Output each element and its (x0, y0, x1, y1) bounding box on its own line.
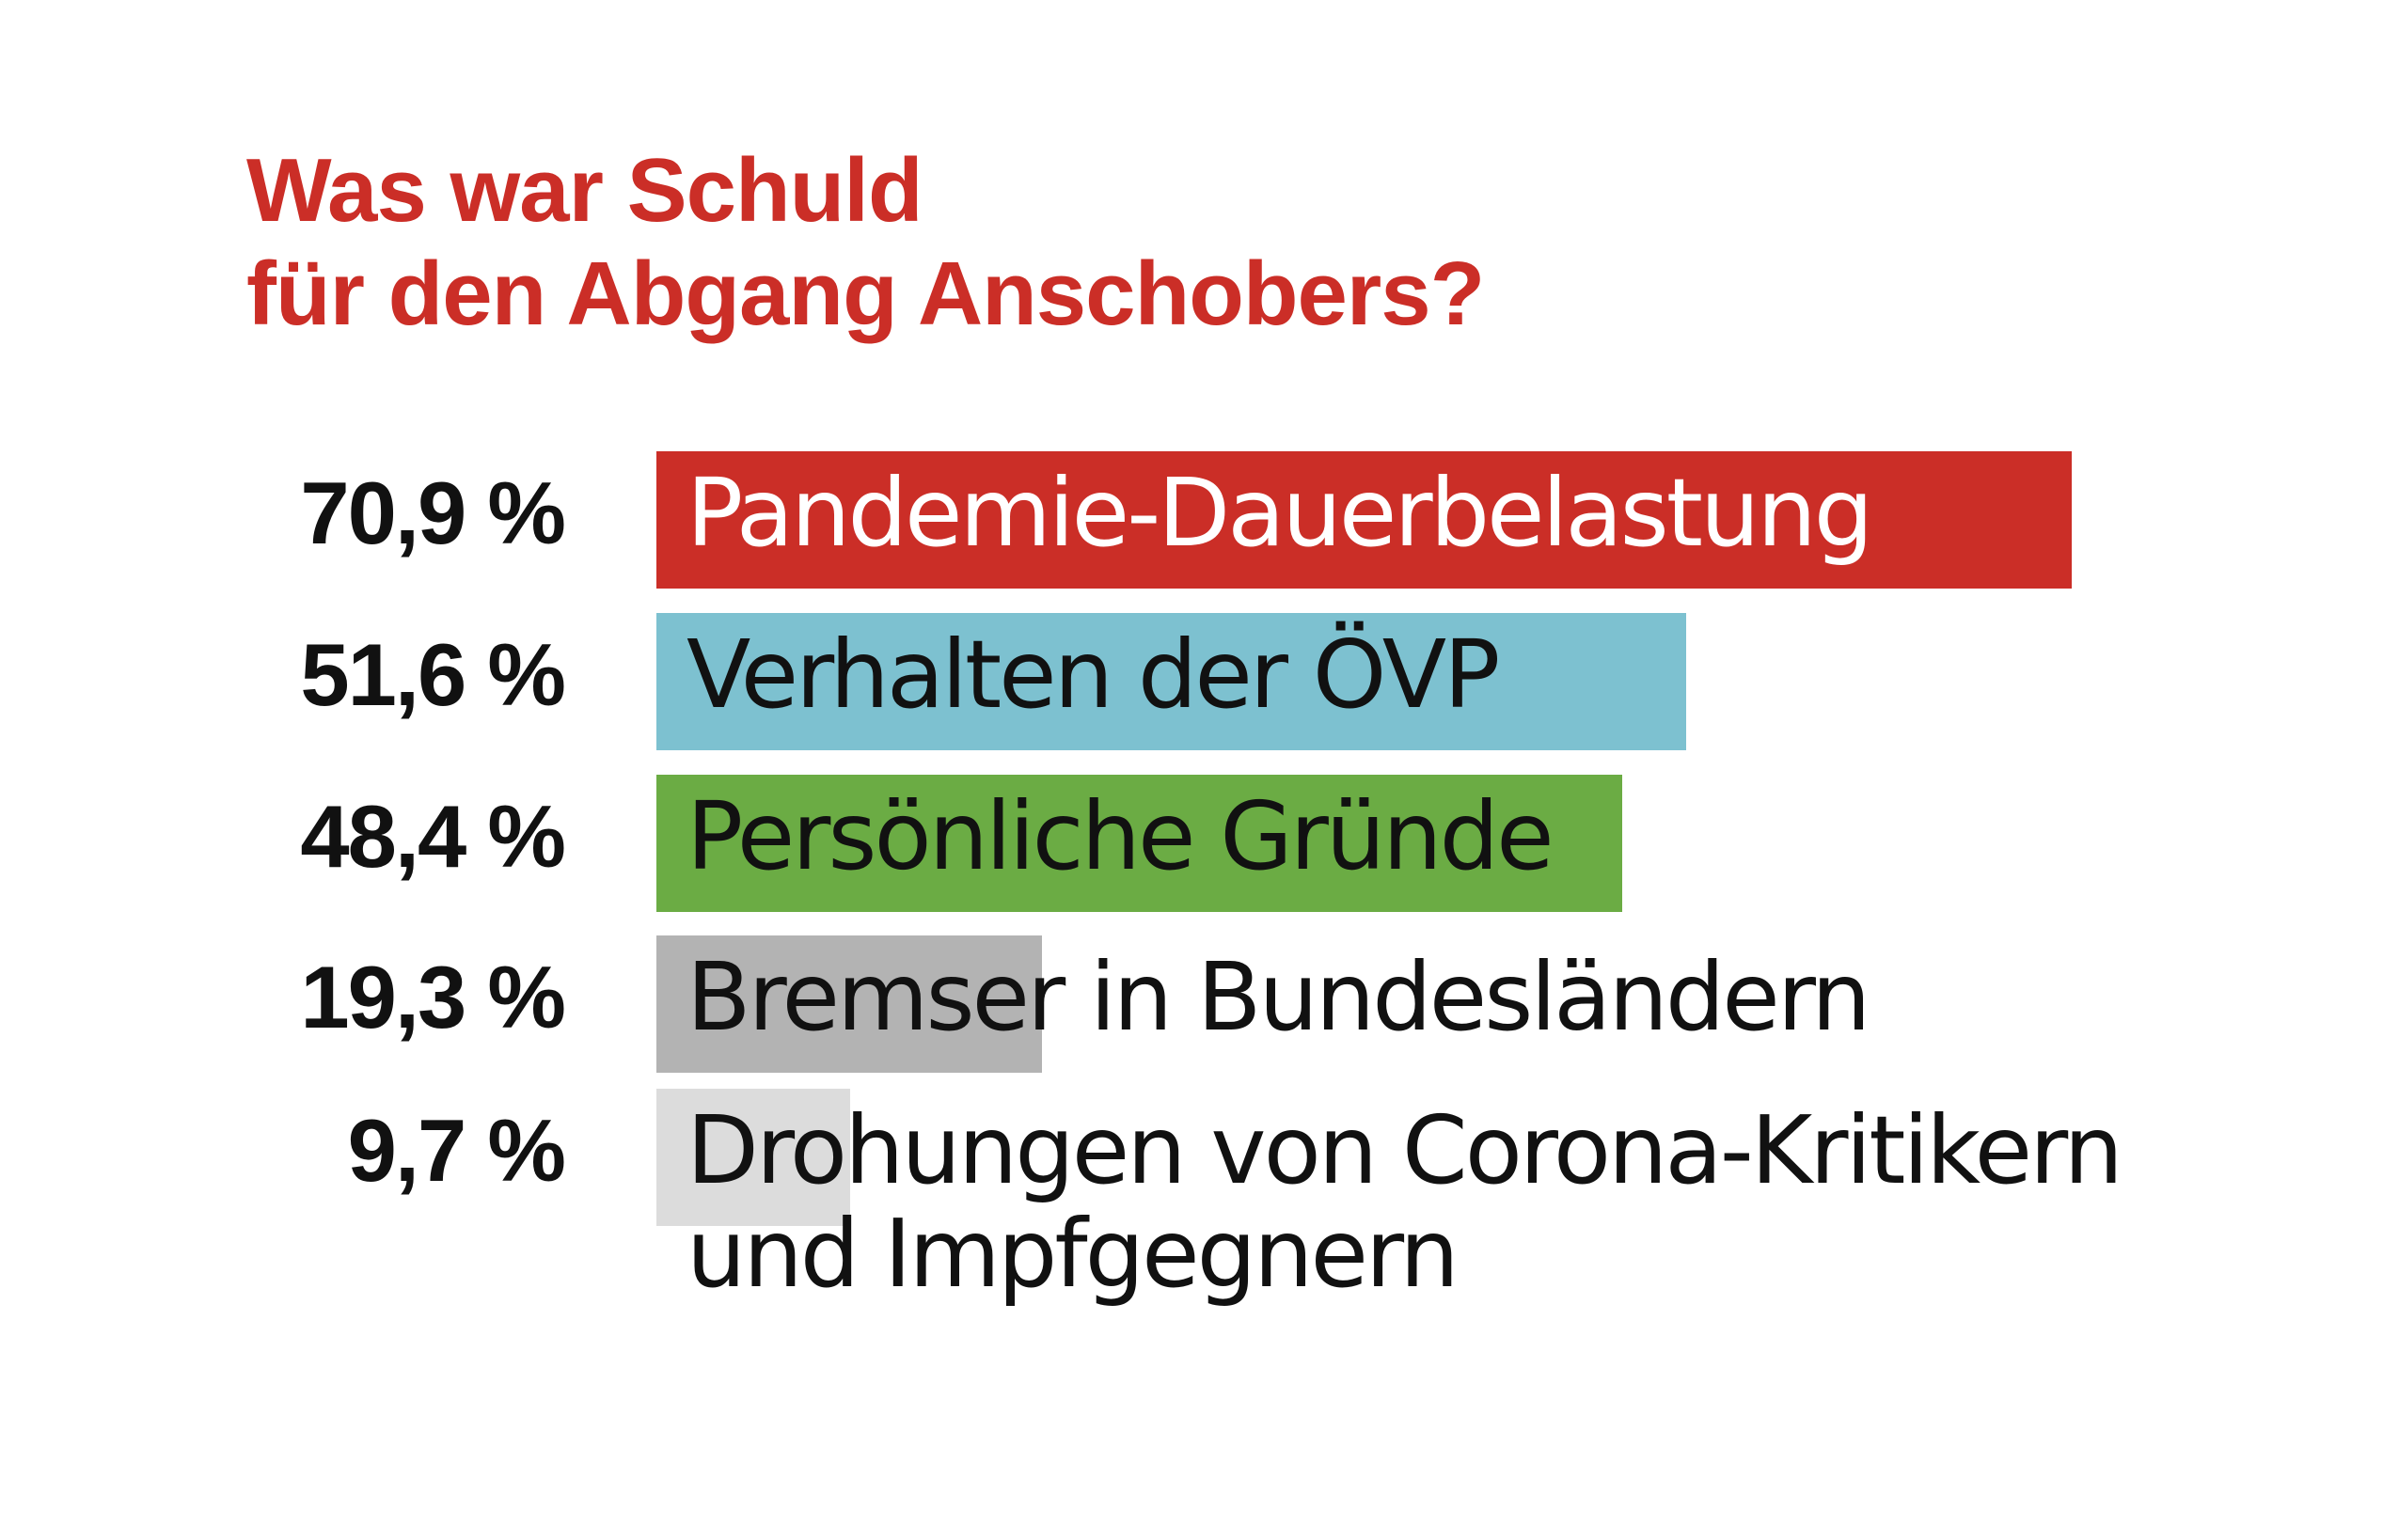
category-label-5-line-1: Drohungen von Corona-Kritikern (686, 1095, 2123, 1205)
value-label-2: 51,6 % (300, 625, 566, 724)
category-label-4: Bremser in Bundesländern (686, 942, 1871, 1052)
bar-2 (656, 613, 1686, 750)
chart-title-line-2: für den Abgang Anschobers? (246, 244, 1485, 344)
value-label-1: 70,9 % (300, 464, 566, 562)
bar-1 (656, 451, 2072, 589)
value-label-3: 48,4 % (300, 787, 566, 886)
bar-3 (656, 775, 1622, 912)
bar-5 (656, 1089, 850, 1226)
category-label-5-line-2: und Impfgegnern (686, 1199, 1460, 1309)
chart-title-line-1: Was war Schuld (246, 140, 923, 241)
bar-4 (656, 935, 1042, 1073)
category-label-1: Pandemie-Dauerbelastung (686, 458, 1873, 568)
category-label-2: Verhalten der ÖVP (686, 620, 1500, 730)
value-label-4: 19,3 % (300, 948, 566, 1046)
value-label-5: 9,7 % (347, 1101, 566, 1200)
category-label-3: Persönliche Gründe (686, 781, 1554, 891)
